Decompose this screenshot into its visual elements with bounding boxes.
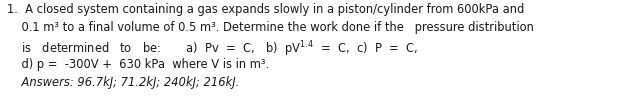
Text: 1.  A closed system containing a gas expands slowly in a piston/cylinder from 60: 1. A closed system containing a gas expa… [7, 3, 525, 16]
Text: d) p =  -300V +  630 kPa  where V is in m³.: d) p = -300V + 630 kPa where V is in m³. [7, 58, 269, 71]
Text: 0.1 m³ to a final volume of 0.5 m³. Determine the work done if the   pressure di: 0.1 m³ to a final volume of 0.5 m³. Dete… [7, 21, 535, 34]
Text: is   determined   to   be:       a)  Pv  =  C,   b)  pV$^{1.4}$  =  C,  c)  P  =: is determined to be: a) Pv = C, b) pV$^{… [7, 39, 418, 59]
Text: Answers: 96.7kJ; 71.2kJ; 240kJ; 216kJ.: Answers: 96.7kJ; 71.2kJ; 240kJ; 216kJ. [7, 76, 240, 89]
